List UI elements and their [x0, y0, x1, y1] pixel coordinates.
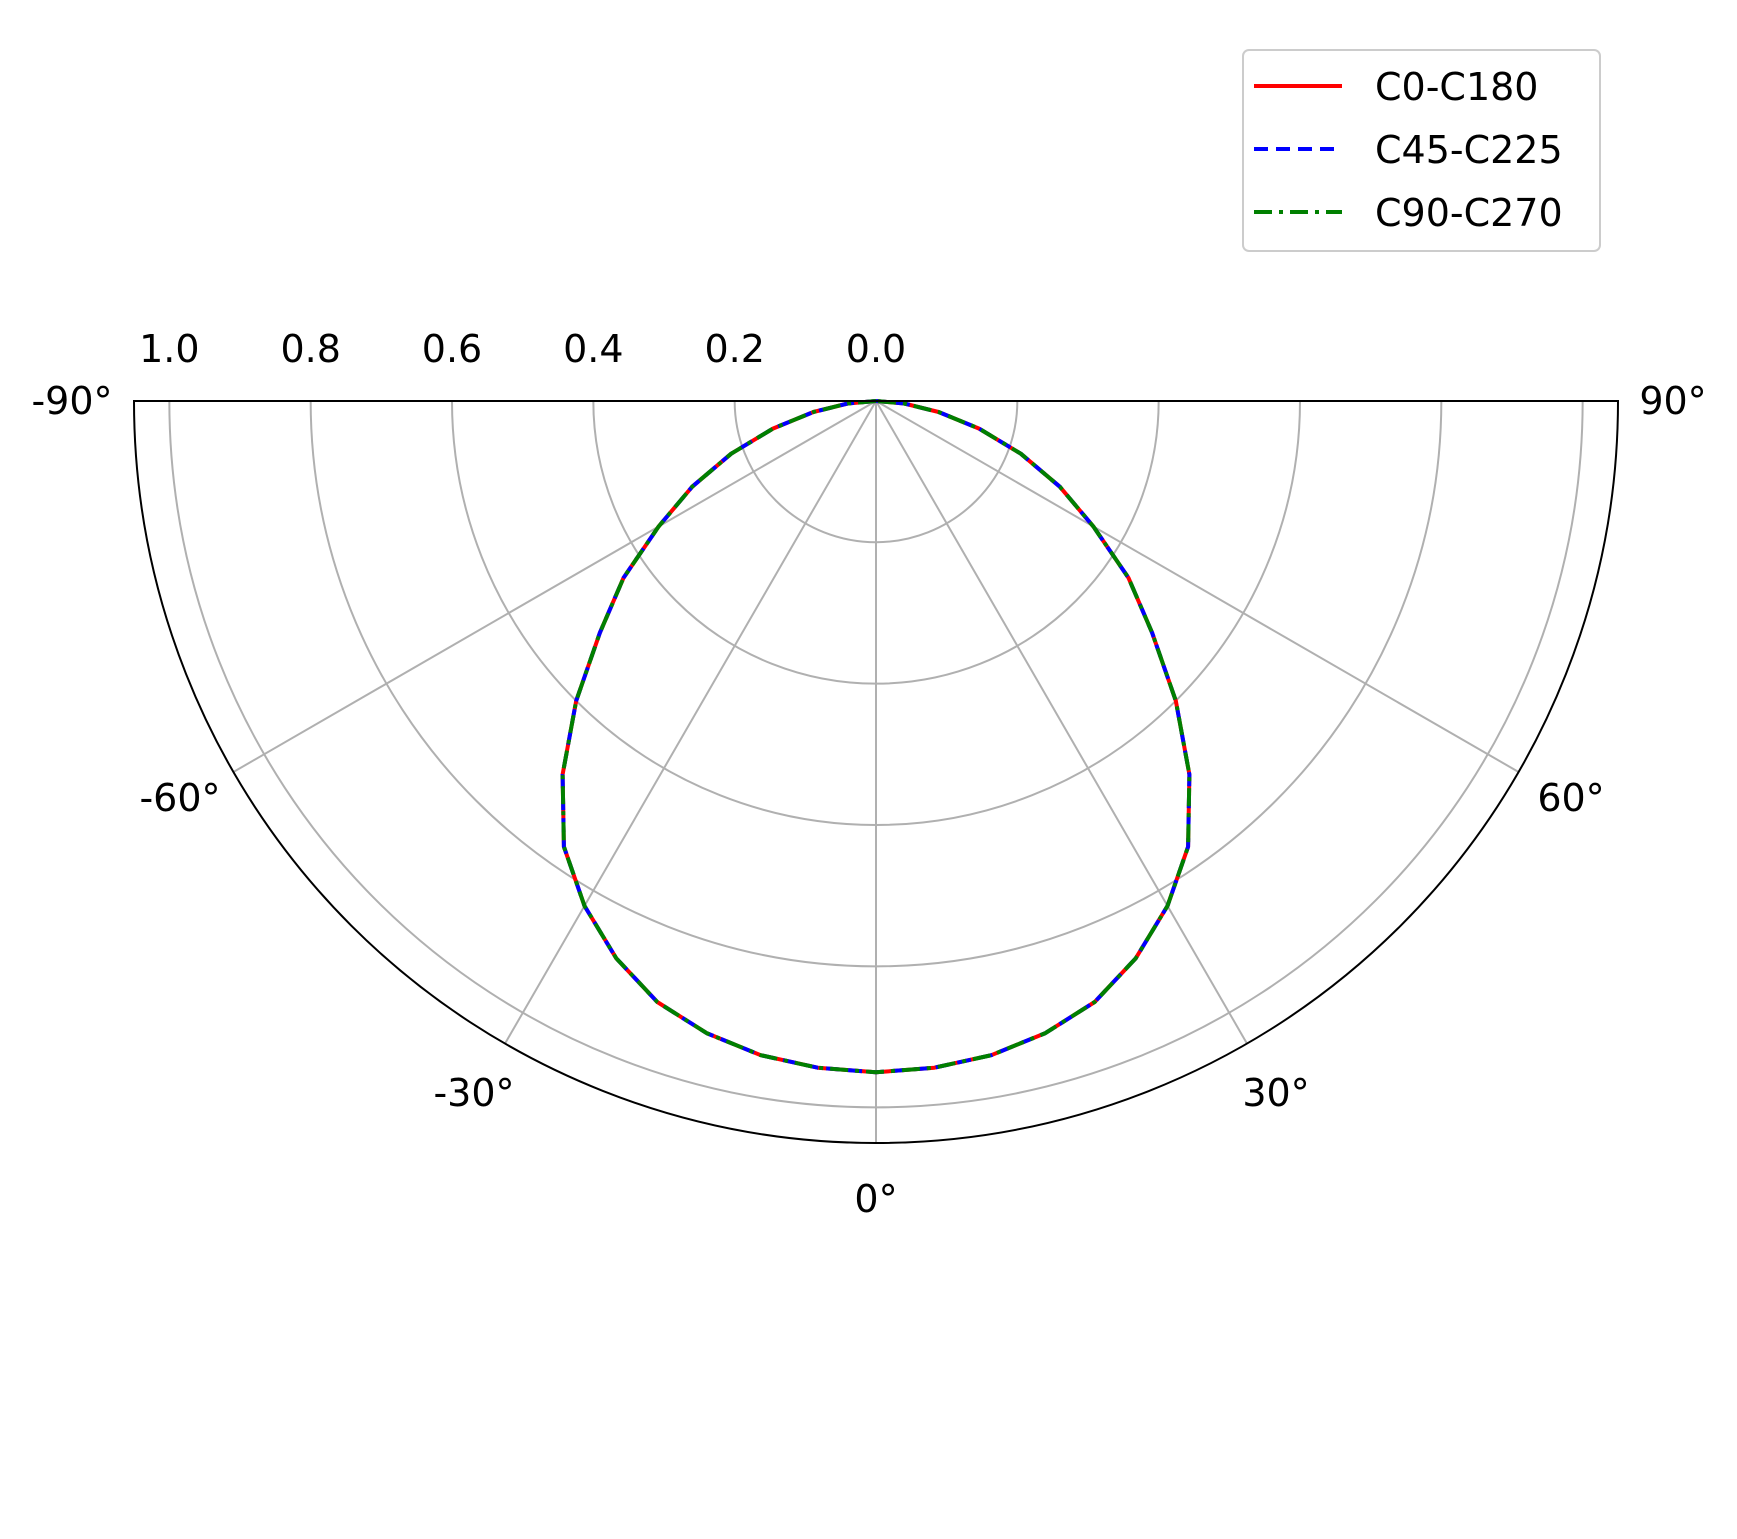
legend-box [1242, 49, 1601, 252]
r-tick-label: 1.0 [139, 327, 199, 371]
theta-gridline [875, 400, 1520, 773]
r-tick-label: 0.8 [280, 327, 340, 371]
legend-label: C0-C180 [1375, 65, 1539, 109]
axes-frame [132, 400, 1620, 1144]
r-gridline [451, 400, 1301, 826]
theta-tick-label: -60° [139, 776, 220, 820]
series-line-c90-c270 [560, 399, 1192, 1075]
r-tick-label: 0.4 [563, 327, 623, 371]
theta-gridline [232, 400, 877, 773]
theta-tick-label: 90° [1639, 379, 1706, 423]
theta-tick-label: -90° [31, 379, 112, 423]
theta-gridline [504, 400, 877, 1045]
plot-area [560, 399, 1192, 1075]
theta-tick-label: -30° [433, 1071, 514, 1115]
legend-label: C90-C270 [1375, 191, 1563, 235]
r-tick-label: 0.2 [704, 327, 764, 371]
r-gridline [733, 400, 1019, 543]
r-tick-label: 0.6 [422, 327, 482, 371]
theta-tick-label: 60° [1537, 776, 1604, 820]
grid [168, 400, 1584, 1143]
tick-labels: 1.0 0.8 0.6 0.4 0.2 0.0 -90° -60° -30° 0° 30° 60° 90… [31, 327, 1706, 1221]
theta-tick-label: 0° [854, 1177, 897, 1221]
theta-tick-label: 30° [1242, 1071, 1309, 1115]
legend: C0-C180 C45-C225 C90-C270 [1242, 49, 1601, 252]
theta-gridline [875, 400, 1248, 1045]
r-tick-label: 0.0 [846, 327, 906, 371]
r-gridline [168, 400, 1584, 1109]
legend-label: C45-C225 [1375, 128, 1563, 172]
r-gridline [592, 400, 1160, 685]
